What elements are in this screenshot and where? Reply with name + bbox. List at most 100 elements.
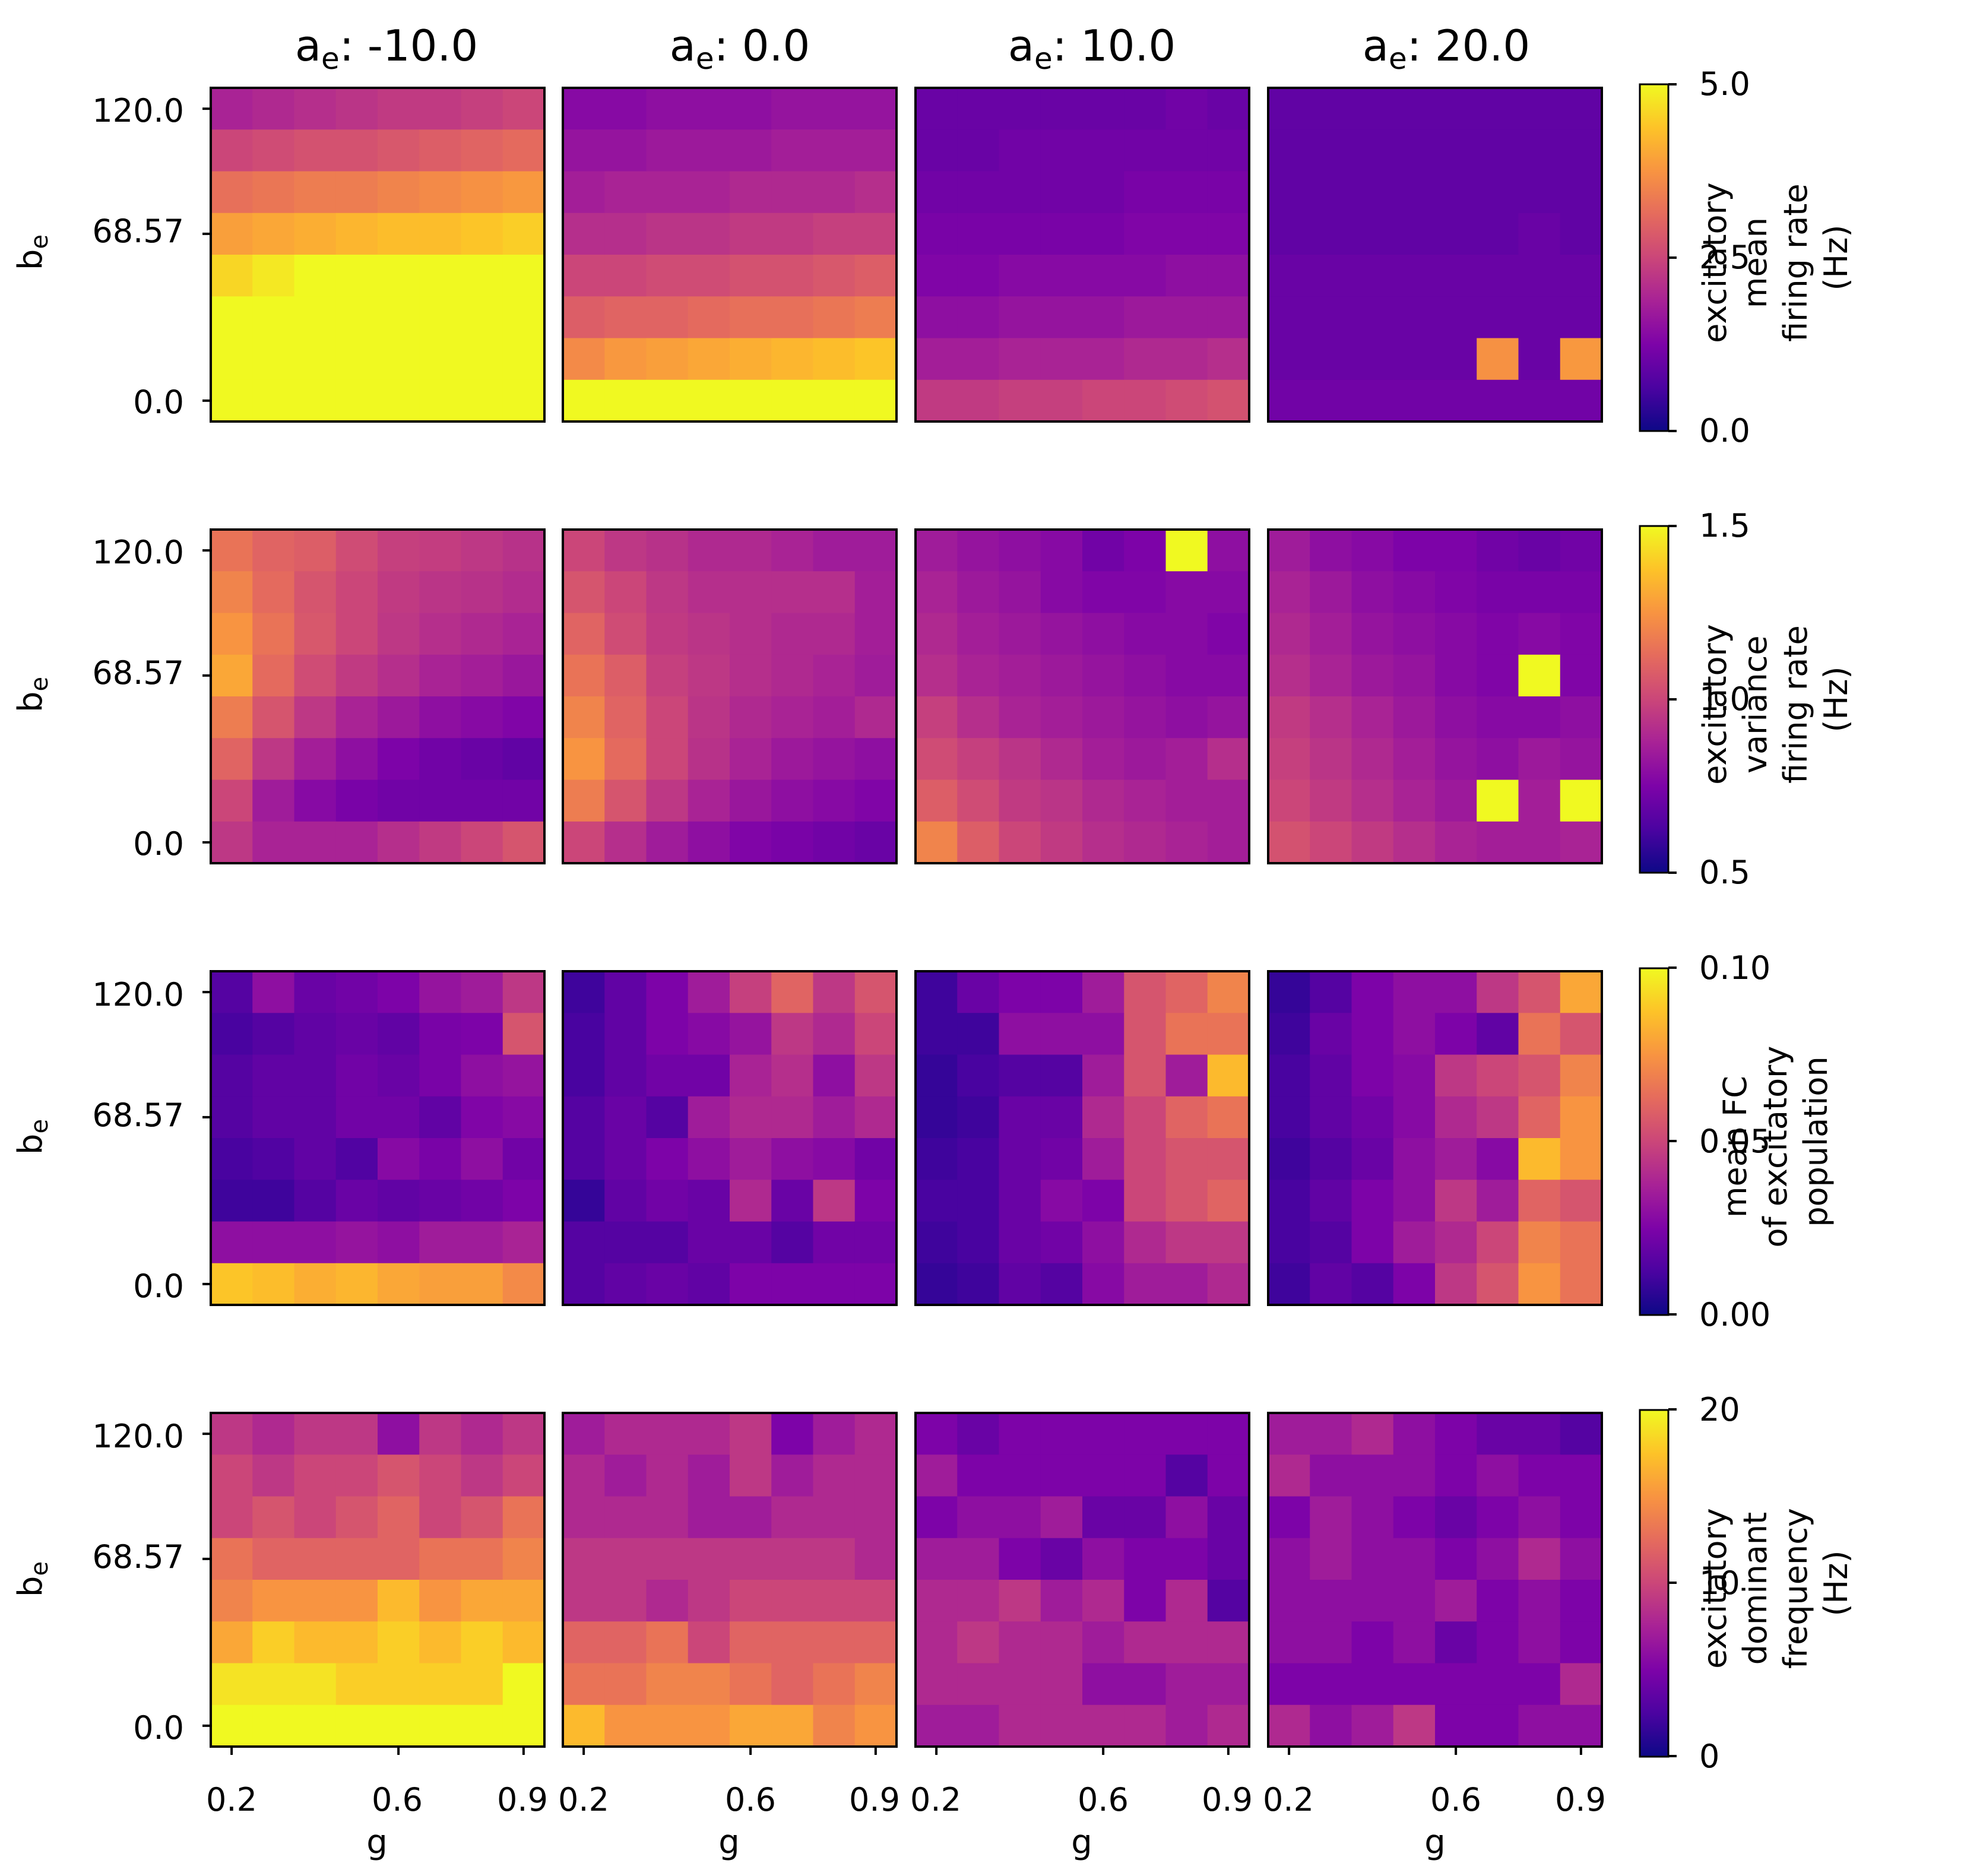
heatmap-cell	[771, 379, 814, 422]
heatmap-cell	[1518, 530, 1561, 572]
heatmap-cell	[730, 821, 772, 864]
heatmap-cell	[957, 1221, 1000, 1264]
heatmap-cell	[730, 1096, 772, 1139]
heatmap-cell	[1560, 571, 1602, 614]
heatmap-cell	[854, 1180, 897, 1222]
heatmap-cell	[771, 171, 814, 214]
heatmap-cell	[854, 171, 897, 214]
heatmap-cell	[916, 171, 958, 214]
col-title-value: : -10.0	[340, 21, 478, 71]
heatmap-cell	[211, 255, 253, 297]
x-tick-label: 0.6	[1430, 1781, 1481, 1818]
heatmap-cell	[1124, 296, 1167, 339]
heatmap-cell	[1124, 1454, 1167, 1497]
heatmap-cell	[1207, 738, 1250, 781]
heatmap-cell	[378, 1621, 420, 1664]
heatmap-cell	[646, 1621, 689, 1664]
heatmap-cell	[1518, 1496, 1561, 1539]
col-title-value: : 20.0	[1407, 21, 1530, 71]
heatmap-cell	[1518, 255, 1561, 297]
heatmap-cell	[419, 1538, 462, 1580]
heatmap-cell	[211, 338, 253, 381]
heatmap-cell	[211, 1413, 253, 1455]
panel-frame	[210, 528, 546, 864]
heatmap-cell	[1082, 1663, 1124, 1706]
colorbar-gradient	[1639, 967, 1670, 1316]
heatmap-cell	[294, 654, 337, 697]
heatmap-cell	[1435, 1704, 1477, 1747]
heatmap-cell	[294, 971, 337, 1013]
heatmap-cell	[646, 129, 689, 172]
heatmap-cell	[957, 129, 1000, 172]
col-title-symbol: a	[670, 21, 696, 71]
heatmap-cell	[461, 696, 503, 739]
heatmap-cell	[1393, 696, 1436, 739]
heatmap-cell	[1351, 1054, 1394, 1097]
heatmap-cell	[1268, 1221, 1310, 1264]
heatmap-cell	[1351, 213, 1394, 255]
heatmap-cell	[1518, 1413, 1561, 1455]
heatmap-cell	[1268, 1413, 1310, 1455]
heatmap-cell	[813, 971, 856, 1013]
heatmap-cell	[461, 1221, 503, 1264]
heatmap-cell	[813, 1054, 856, 1097]
heatmap-cell	[999, 1138, 1041, 1180]
heatmap-cell	[252, 571, 295, 614]
heatmap-cell	[1268, 1138, 1310, 1180]
heatmap-cell	[1393, 613, 1436, 655]
heatmap-cell	[252, 613, 295, 655]
heatmap-cell	[1351, 530, 1394, 572]
heatmap-cell	[1560, 613, 1602, 655]
heatmap-cell	[294, 530, 337, 572]
column-title-1: ae: -10.0	[295, 21, 478, 76]
heatmap-cell	[1435, 971, 1477, 1013]
heatmap-cell	[563, 1054, 605, 1097]
heatmap-cell	[646, 1704, 689, 1747]
heatmap-cell	[999, 971, 1041, 1013]
heatmap-cell	[1207, 1263, 1250, 1305]
heatmap-cell	[563, 296, 605, 339]
heatmap-cell	[211, 1496, 253, 1539]
heatmap-cell	[604, 1496, 647, 1539]
heatmap-cell	[688, 971, 730, 1013]
heatmap-cell	[1207, 338, 1250, 381]
heatmap-cell	[1040, 1621, 1083, 1664]
heatmap-cell	[813, 171, 856, 214]
heatmap-cell	[1165, 88, 1208, 130]
heatmap-cell	[730, 1454, 772, 1497]
x-tick-label: 0.9	[1202, 1781, 1253, 1818]
heatmap-cell	[378, 213, 420, 255]
heatmap-cell	[730, 1663, 772, 1706]
panel-frame	[914, 970, 1250, 1306]
heatmap-cell	[646, 1180, 689, 1222]
heatmap-cell	[1082, 1454, 1124, 1497]
heatmap-cell	[604, 88, 647, 130]
heatmap-cell	[1207, 88, 1250, 130]
heatmap-cell	[916, 530, 958, 572]
heatmap-cell	[1351, 1221, 1394, 1264]
heatmap-cell	[419, 1663, 462, 1706]
panel-frame	[914, 87, 1250, 423]
heatmap-cell	[211, 1180, 253, 1222]
heatmap-cell	[1268, 1096, 1310, 1139]
heatmap-cell	[1310, 213, 1352, 255]
heatmap-cell	[211, 1538, 253, 1580]
heatmap-cell	[461, 1096, 503, 1139]
heatmap-cell	[999, 1704, 1041, 1747]
panel-frame	[210, 970, 546, 1306]
heatmap-cell	[502, 379, 545, 422]
heatmap-cell	[813, 1263, 856, 1305]
heatmap-cell	[688, 1704, 730, 1747]
heatmap-cell	[1393, 654, 1436, 697]
heatmap-cell	[688, 571, 730, 614]
heatmap-cell	[604, 338, 647, 381]
heatmap-cell	[999, 171, 1041, 214]
heatmap-cell	[294, 1221, 337, 1264]
y-tick-label: 120.0	[92, 1418, 184, 1455]
heatmap-cell	[294, 1013, 337, 1056]
heatmap-cell	[604, 1454, 647, 1497]
heatmap-cell	[335, 213, 378, 255]
heatmap-cell	[419, 255, 462, 297]
x-tick-label: 0.2	[206, 1781, 257, 1818]
heatmap-cell	[502, 613, 545, 655]
